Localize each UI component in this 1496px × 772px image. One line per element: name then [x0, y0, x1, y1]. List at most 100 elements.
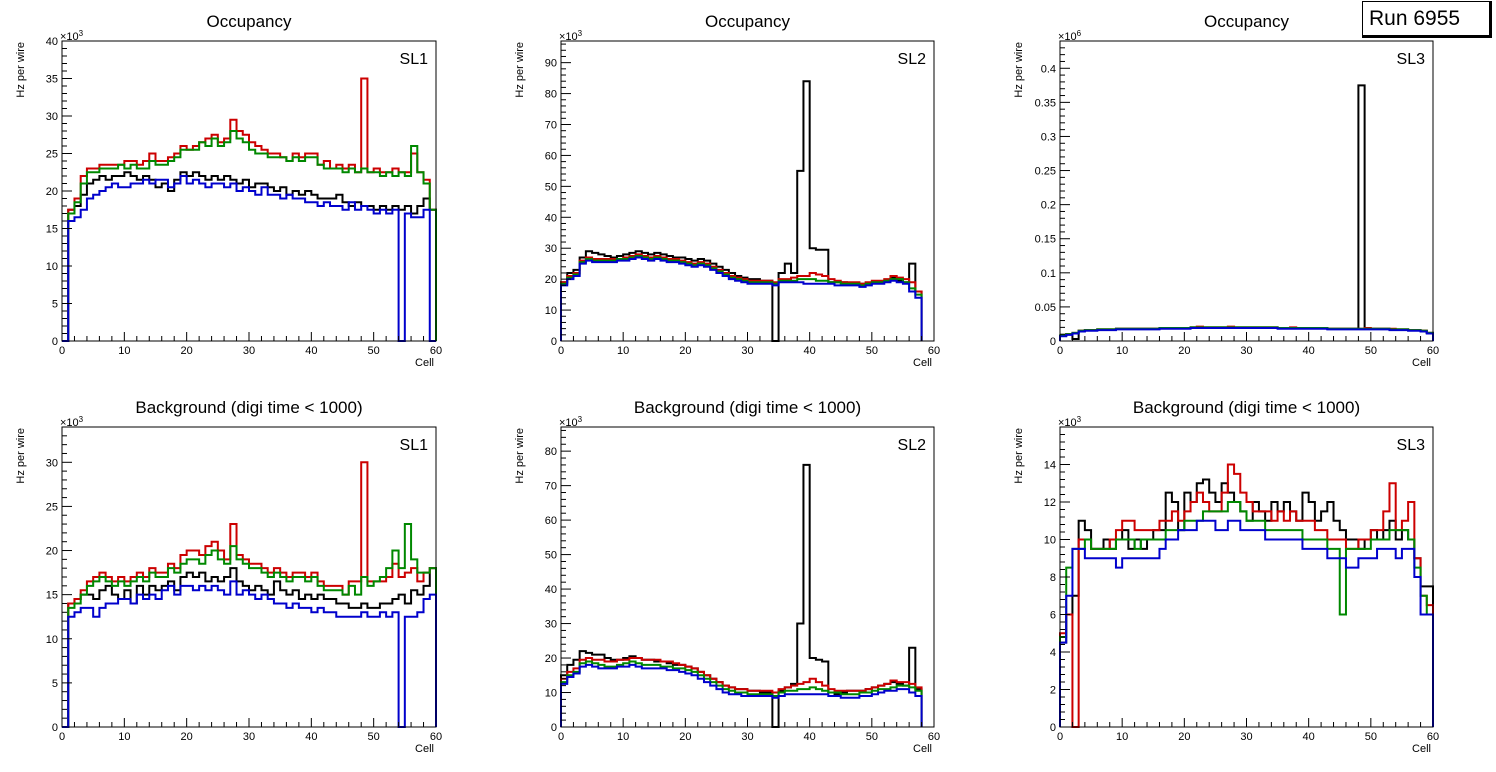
- x-tick-label: 60: [430, 345, 442, 357]
- x-tick-label: 10: [118, 345, 130, 357]
- x-tick-label: 40: [305, 345, 317, 357]
- y-axis-label: Hz per wire: [1013, 428, 1025, 484]
- x-tick-label: 50: [1365, 345, 1377, 357]
- y-tick-label: 14: [1044, 460, 1056, 472]
- series-line-blue: [560, 256, 923, 341]
- series-line-green: [62, 523, 437, 728]
- y-tick-label: 25: [46, 501, 58, 513]
- y-tick-label: 10: [46, 634, 58, 646]
- series-line-green: [1059, 501, 1434, 727]
- x-tick-label: 50: [368, 731, 380, 743]
- x-tick-label: 20: [181, 345, 193, 357]
- y-tick-label: 80: [545, 446, 557, 458]
- panel-background-sl2: Background (digi time < 1000)0 10 20 30 40 50…: [514, 398, 940, 755]
- y-tick-label: 10: [1044, 535, 1056, 547]
- axis-exponent-label: ×103: [60, 415, 84, 429]
- y-tick-label: 0.05: [1035, 302, 1056, 314]
- x-tick-label: 30: [243, 731, 255, 743]
- y-tick-label: 0.35: [1035, 97, 1056, 109]
- panel-background-sl3: Background (digi time < 1000)0 10 20 30 40 50…: [1013, 398, 1439, 755]
- series-line-blue: [62, 175, 436, 342]
- y-tick-label: 70: [545, 481, 557, 493]
- x-tick-label: 60: [928, 345, 940, 357]
- series-line-black: [62, 171, 437, 342]
- y-tick-label: 5: [52, 299, 58, 311]
- x-axis-label: Cell: [913, 743, 932, 755]
- superlayer-label: SL3: [1397, 51, 1426, 68]
- axis-exponent-power: 3: [79, 415, 84, 424]
- x-tick-label: 40: [1303, 731, 1315, 743]
- y-tick-label: 20: [545, 653, 557, 665]
- y-tick-label: 0: [551, 722, 557, 734]
- y-tick-label: 12: [1044, 497, 1056, 509]
- y-tick-label: 20: [545, 274, 557, 286]
- x-tick-label: 20: [679, 731, 691, 743]
- x-tick-label: 30: [1240, 345, 1252, 357]
- y-tick-label: 10: [545, 305, 557, 317]
- panel-occupancy-sl3: Occupancy 0 10 20 30 40 50 60 0 0.05 0.1 0.15 0.2 0.2…: [1013, 12, 1439, 369]
- y-tick-label: 8: [1050, 572, 1056, 584]
- axis-exponent-label: ×103: [559, 29, 583, 43]
- series-line-red: [560, 253, 923, 341]
- axis-exponent-label: ×103: [60, 29, 84, 43]
- x-tick-label: 20: [1178, 345, 1190, 357]
- run-label: Run 6955: [1369, 7, 1461, 30]
- x-tick-label: 20: [679, 345, 691, 357]
- x-tick-label: 20: [181, 731, 193, 743]
- panel-occupancy-sl2: Occupancy 0 10 20 30 40 50 60 0 10 20 30 40 50 60 70 80 9…: [514, 12, 940, 369]
- axis-exponent-power: 6: [1077, 29, 1082, 38]
- chart-title: Occupancy: [705, 12, 791, 31]
- x-tick-label: 10: [617, 345, 629, 357]
- y-axis-label: Hz per wire: [514, 42, 526, 98]
- x-tick-label: 50: [866, 731, 878, 743]
- y-tick-label: 50: [545, 181, 557, 193]
- y-tick-label: 10: [46, 261, 58, 273]
- x-tick-label: 10: [1116, 731, 1128, 743]
- series-line-red: [560, 657, 923, 727]
- x-tick-label: 30: [741, 345, 753, 357]
- x-tick-label: 0: [1057, 731, 1063, 743]
- plot-frame: [560, 40, 935, 342]
- y-tick-label: 30: [46, 457, 58, 469]
- y-axis-label: Hz per wire: [1013, 42, 1025, 98]
- x-axis-label: Cell: [415, 743, 434, 755]
- x-tick-label: 0: [558, 345, 564, 357]
- y-tick-label: 0.3: [1041, 131, 1056, 143]
- y-axis-label: Hz per wire: [15, 428, 27, 484]
- x-tick-label: 60: [928, 731, 940, 743]
- axis-exponent-power: 3: [578, 29, 583, 38]
- series-line-black: [560, 80, 923, 342]
- y-tick-label: 40: [46, 36, 58, 48]
- y-tick-label: 30: [545, 619, 557, 631]
- y-tick-label: 15: [46, 224, 58, 236]
- chart-title: Background (digi time < 1000): [1133, 398, 1360, 417]
- y-tick-label: 0: [1050, 722, 1056, 734]
- y-tick-label: 0: [551, 336, 557, 348]
- x-tick-label: 50: [866, 345, 878, 357]
- chart-title: Background (digi time < 1000): [135, 398, 362, 417]
- y-tick-label: 25: [46, 149, 58, 161]
- y-tick-label: 0.4: [1041, 63, 1056, 75]
- axis-exponent-label: ×106: [1058, 29, 1082, 43]
- axis-exponent-power: 3: [1077, 415, 1082, 424]
- series-line-green: [560, 254, 923, 341]
- x-tick-label: 40: [804, 731, 816, 743]
- series-line-black: [1059, 84, 1434, 341]
- y-tick-label: 35: [46, 74, 58, 86]
- x-tick-label: 50: [368, 345, 380, 357]
- y-tick-label: 0: [1050, 336, 1056, 348]
- series-line-blue: [62, 580, 437, 728]
- x-tick-label: 0: [1057, 345, 1063, 357]
- y-tick-label: 0.15: [1035, 234, 1056, 246]
- x-tick-label: 60: [1427, 731, 1439, 743]
- y-tick-label: 5: [52, 678, 58, 690]
- y-tick-label: 0: [52, 336, 58, 348]
- y-tick-label: 40: [545, 584, 557, 596]
- axis-exponent-power: 3: [578, 415, 583, 424]
- y-tick-label: 15: [46, 590, 58, 602]
- series-line-green: [560, 660, 923, 727]
- x-axis-label: Cell: [1412, 357, 1431, 369]
- y-tick-label: 40: [545, 212, 557, 224]
